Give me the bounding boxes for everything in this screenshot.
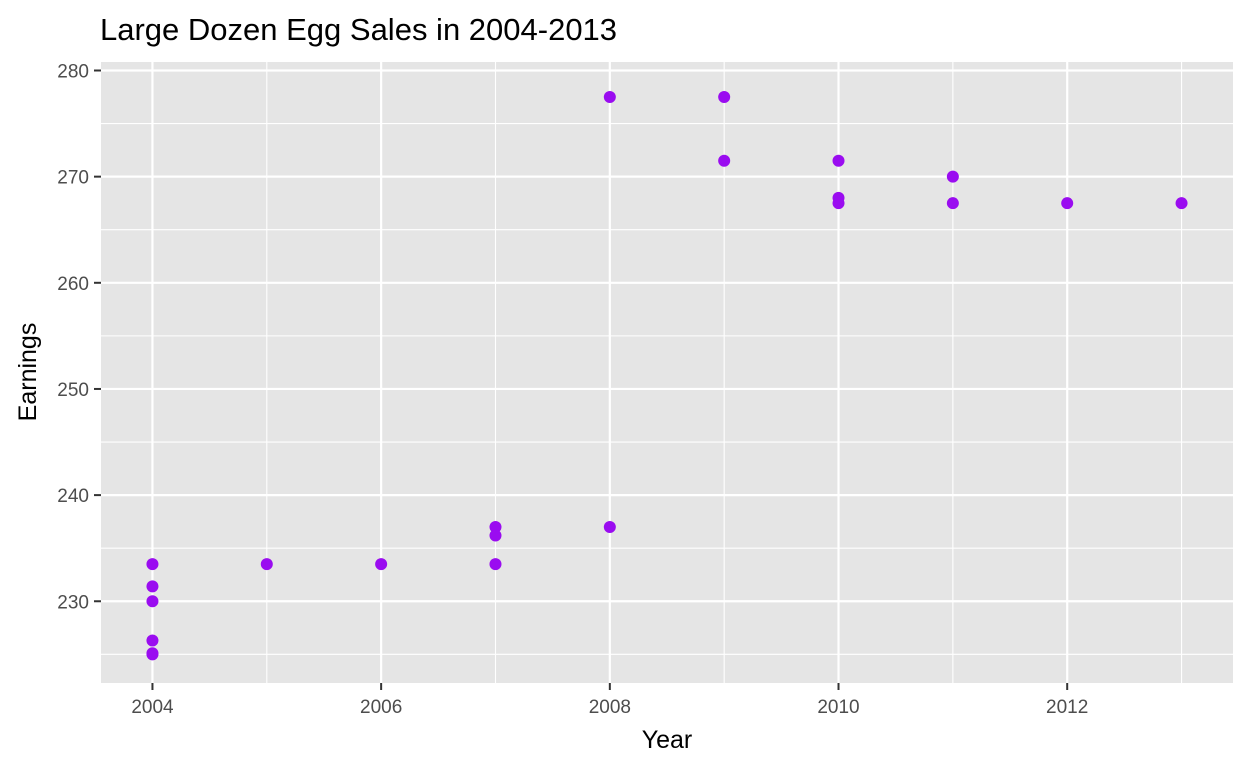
x-tick-label: 2006 <box>360 697 402 718</box>
y-tick-label: 270 <box>57 168 89 189</box>
data-point <box>146 558 159 571</box>
plot-panel <box>101 62 1233 683</box>
data-point <box>489 520 502 533</box>
y-axis-title: Earnings <box>14 323 42 422</box>
y-tick-label: 230 <box>57 592 89 613</box>
data-points <box>146 91 1188 661</box>
data-point <box>146 595 159 608</box>
data-point <box>489 558 502 571</box>
data-point <box>489 529 502 542</box>
data-point <box>1175 197 1188 210</box>
x-axis-title: Year <box>642 726 693 754</box>
y-tick-label: 240 <box>57 486 89 507</box>
data-point <box>146 634 159 647</box>
x-axis: 2004 2006 2008 2010 2012 <box>131 683 1088 718</box>
data-point <box>832 197 845 210</box>
major-gridlines <box>101 62 1233 683</box>
y-tick-label: 250 <box>57 380 89 401</box>
data-point <box>603 91 616 104</box>
data-point <box>946 170 959 183</box>
x-tick-label: 2012 <box>1046 697 1088 718</box>
chart-title: Large Dozen Egg Sales in 2004-2013 <box>100 12 617 47</box>
data-point <box>718 91 731 104</box>
y-tick-label: 280 <box>57 61 89 82</box>
data-point <box>375 558 388 571</box>
data-point <box>832 154 845 167</box>
y-tick-label: 260 <box>57 274 89 295</box>
x-tick-label: 2010 <box>817 697 859 718</box>
minor-gridlines <box>101 62 1233 683</box>
x-tick-label: 2008 <box>589 697 631 718</box>
y-axis: 230 240 250 260 270 280 <box>57 61 101 613</box>
data-point <box>1061 197 1074 210</box>
x-tick-label: 2004 <box>131 697 174 718</box>
data-point <box>603 520 616 533</box>
data-point <box>146 580 159 593</box>
data-point <box>946 197 959 210</box>
data-point <box>718 154 731 167</box>
data-point <box>260 558 273 571</box>
data-point <box>146 648 159 661</box>
